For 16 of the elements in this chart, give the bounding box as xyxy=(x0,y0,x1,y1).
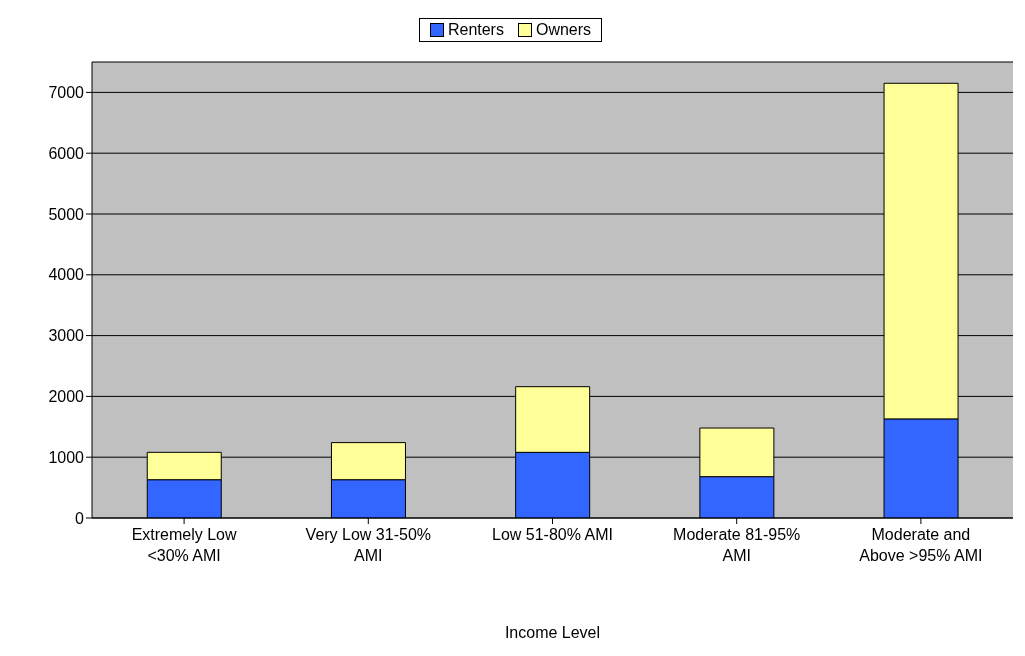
y-tick-label: 7000 xyxy=(48,84,85,102)
x-axis-title: Income Level xyxy=(504,624,601,641)
legend-label: Renters xyxy=(446,21,504,39)
x-tick-label: Extremely Low <30% AMI xyxy=(131,526,238,564)
y-tick-label: 2000 xyxy=(48,388,85,406)
y-tick-label: 0 xyxy=(75,509,85,527)
y-tick-label: 5000 xyxy=(48,205,85,223)
y-tick-label: 4000 xyxy=(48,266,85,284)
x-tick-label: Moderate 81-95% AMI xyxy=(673,526,801,564)
y-tick-label: 3000 xyxy=(48,327,85,345)
x-tick-label: Low 51-80% AMI xyxy=(492,526,613,543)
x-tick-label: Very Low 31-50% AMI xyxy=(305,526,431,564)
x-tick-label: Moderate and Above >95% AMI xyxy=(859,526,983,564)
y-tick-label: 6000 xyxy=(48,144,85,162)
y-tick-label: 1000 xyxy=(48,448,85,466)
legend-label: Owners xyxy=(534,21,592,39)
